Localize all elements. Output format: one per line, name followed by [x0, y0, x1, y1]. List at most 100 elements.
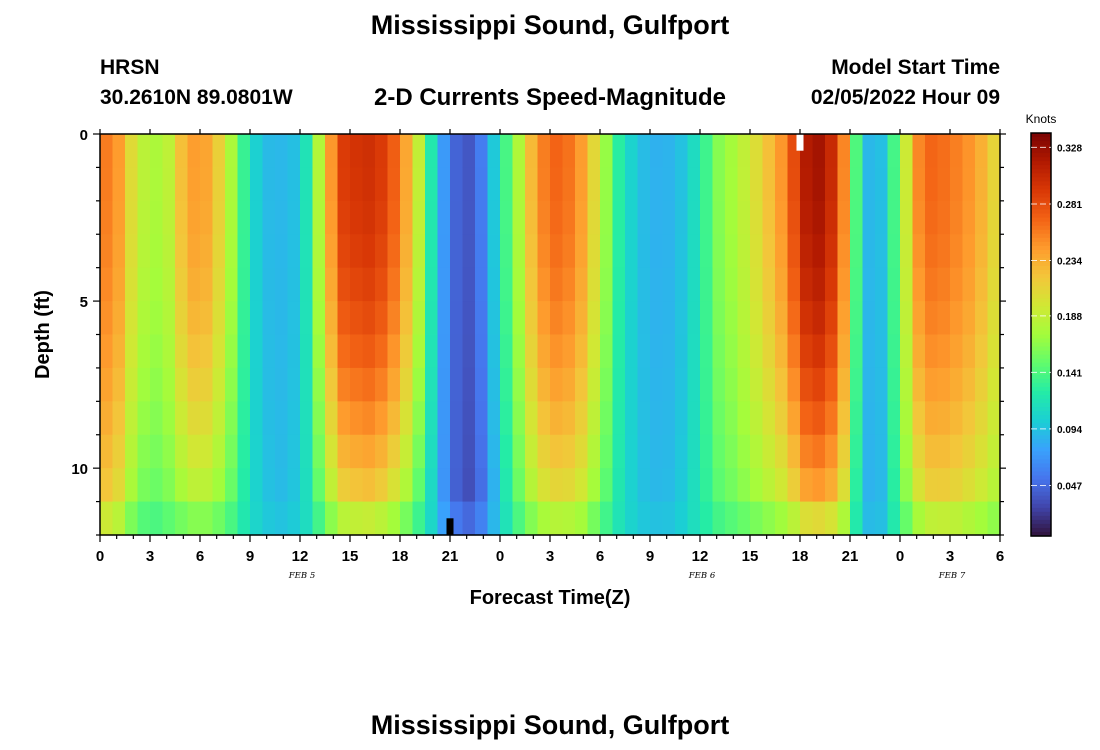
heatmap-cell	[125, 167, 139, 202]
x-tick-label: 15	[342, 548, 359, 565]
heatmap-cell	[362, 167, 376, 202]
heatmap-cell	[625, 301, 639, 336]
heatmap-cell	[600, 134, 614, 169]
heatmap-cell	[650, 334, 664, 369]
colorbar-swatch	[1031, 261, 1051, 267]
heatmap-cell	[137, 468, 151, 503]
heatmap-cell	[650, 434, 664, 469]
heatmap-cell	[900, 134, 914, 169]
station-id: HRSN	[100, 56, 160, 79]
x-axis-label: Forecast Time(Z)	[470, 587, 631, 609]
heatmap-cell	[962, 301, 976, 336]
heatmap-cell	[275, 401, 289, 436]
heatmap-cell	[462, 134, 476, 169]
heatmap-cell	[237, 334, 251, 369]
heatmap-cell	[712, 234, 726, 269]
heatmap-cell	[650, 200, 664, 235]
heatmap-cell	[162, 434, 176, 469]
colorbar-swatch	[1031, 419, 1051, 424]
heatmap-cell	[162, 134, 176, 169]
heatmap-cell	[337, 401, 351, 436]
heatmap-cell	[675, 401, 689, 436]
heatmap-cell	[775, 367, 789, 402]
heatmap-cell	[762, 501, 776, 536]
heatmap-cell	[287, 367, 301, 402]
heatmap-cell	[400, 334, 414, 369]
heatmap-cell	[950, 200, 964, 235]
heatmap-cell	[750, 501, 764, 536]
heatmap-cell	[300, 501, 314, 536]
heatmap-cell	[875, 434, 889, 469]
heatmap-cell	[975, 334, 989, 369]
x-tick-label: 15	[742, 548, 759, 565]
heatmap-cell	[925, 167, 939, 202]
heatmap-cell	[625, 468, 639, 503]
heatmap-cell	[112, 200, 126, 235]
colorbar-swatch	[1031, 491, 1051, 497]
heatmap-cell	[100, 367, 114, 402]
colorbar-swatch	[1031, 149, 1051, 154]
x-tick-label: 3	[946, 548, 954, 565]
heatmap-cell	[450, 167, 464, 202]
heatmap-cell	[412, 234, 426, 269]
heatmap-cell	[612, 234, 626, 269]
heatmap-cell	[787, 301, 801, 336]
heatmap-cell	[712, 367, 726, 402]
heatmap-cell	[137, 501, 151, 536]
heatmap-cell	[887, 267, 901, 302]
heatmap-cell	[662, 434, 676, 469]
heatmap-cell	[462, 234, 476, 269]
heatmap-cell	[437, 334, 451, 369]
heatmap-cell	[425, 301, 439, 336]
heatmap-cell	[137, 401, 151, 436]
heatmap-cell	[187, 367, 201, 402]
heatmap-cell	[850, 267, 864, 302]
heatmap-cell	[562, 468, 576, 503]
heatmap-cell	[325, 468, 339, 503]
heatmap-cell	[150, 367, 164, 402]
heatmap-cell	[450, 334, 464, 369]
colorbar-swatch	[1031, 169, 1051, 174]
heatmap-cell	[887, 401, 901, 436]
heatmap-cell	[125, 367, 139, 402]
heatmap-cell	[937, 434, 951, 469]
heatmap-cell	[475, 267, 489, 302]
heatmap-cell	[637, 301, 651, 336]
heatmap-cell	[725, 200, 739, 235]
heatmap-cell	[512, 134, 526, 169]
heatmap-cell	[312, 468, 326, 503]
heatmap-cell	[475, 167, 489, 202]
heatmap-cell	[412, 334, 426, 369]
heatmap-cell	[362, 367, 376, 402]
heatmap-cell	[950, 301, 964, 336]
heatmap-cell	[950, 134, 964, 169]
heatmap-cell	[712, 267, 726, 302]
colorbar-swatch	[1031, 270, 1051, 275]
heatmap-cell	[750, 434, 764, 469]
heatmap-cell	[725, 468, 739, 503]
heatmap-cell	[175, 434, 189, 469]
colorbar-swatch	[1031, 137, 1051, 142]
heatmap-cell	[675, 234, 689, 269]
colorbar-swatch	[1031, 358, 1051, 364]
heatmap-cell	[625, 167, 639, 202]
heatmap-cell	[725, 167, 739, 202]
heatmap-cell	[487, 134, 501, 169]
colorbar-swatch	[1031, 133, 1051, 138]
heatmap-cell	[737, 334, 751, 369]
colorbar-swatch	[1031, 241, 1051, 247]
heatmap-cell	[725, 501, 739, 536]
heatmap-cell	[675, 334, 689, 369]
heatmap-cell	[512, 501, 526, 536]
heatmap-cell	[862, 334, 876, 369]
heatmap-cell	[800, 501, 814, 536]
colorbar-swatch	[1031, 153, 1051, 158]
heatmap-cell	[412, 468, 426, 503]
heatmap-cell	[650, 367, 664, 402]
heatmap-cell	[525, 234, 539, 269]
colorbar-swatch	[1031, 294, 1051, 299]
heatmap-cell	[325, 434, 339, 469]
heatmap-cell	[200, 468, 214, 503]
x-tick-label: 6	[596, 548, 604, 565]
heatmap-cell	[837, 267, 851, 302]
